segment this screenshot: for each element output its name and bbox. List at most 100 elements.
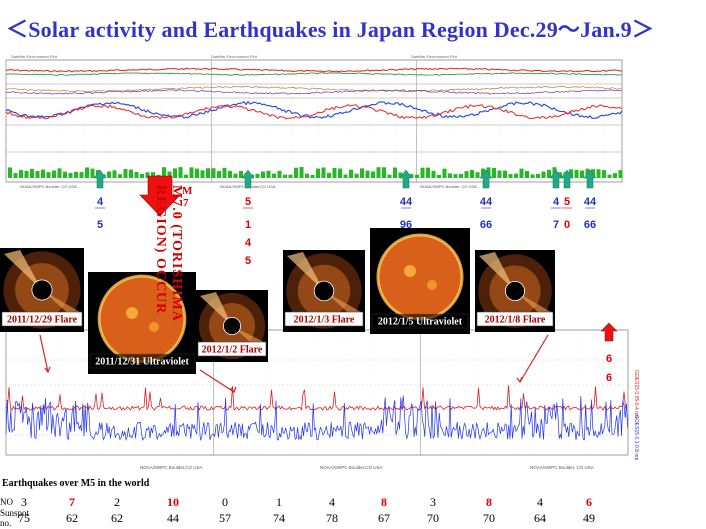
kp-bar bbox=[239, 170, 243, 178]
kp-bar bbox=[442, 168, 447, 178]
bottom-axis-left-label: GOES15 0.1-0.8 nm bbox=[633, 415, 639, 460]
kp-bar bbox=[409, 174, 414, 178]
kp-bar bbox=[107, 171, 111, 178]
kp-bar bbox=[497, 170, 502, 178]
xray-short-line bbox=[5, 395, 628, 441]
kp-bar bbox=[382, 167, 386, 178]
cme-streamer bbox=[287, 252, 324, 291]
sunspot-cell: 62 bbox=[111, 511, 123, 525]
eq-count-cell: 8 bbox=[486, 495, 492, 509]
event-lower-value: 66 bbox=[584, 219, 596, 231]
kp-bar bbox=[470, 170, 474, 178]
m7-label: M bbox=[182, 185, 193, 197]
kp-bar bbox=[288, 174, 293, 178]
top-panel-footer: NOAA/SWPC Boulder, CO USA bbox=[420, 184, 477, 189]
kp-bar bbox=[145, 172, 150, 178]
event-arrow-up bbox=[241, 169, 255, 189]
kp-bar bbox=[272, 173, 276, 178]
kp-bar bbox=[85, 167, 89, 178]
flare-pointer-head bbox=[516, 376, 523, 384]
bottom-axis-right-label: GOES15 0.05-0.4 nm bbox=[633, 370, 639, 418]
kp-bar bbox=[525, 170, 529, 178]
kp-bar bbox=[13, 173, 18, 178]
kp-bar bbox=[134, 171, 139, 178]
kp-bar bbox=[492, 168, 496, 178]
electron-flux-line bbox=[5, 67, 623, 73]
kp-bar bbox=[437, 174, 441, 178]
page-title: ＜Solar activity and Earthquakes in Japan… bbox=[6, 17, 655, 42]
kp-bar bbox=[24, 170, 29, 178]
occur-label: M7.0 (TORISHIMA REGION) OCCUR bbox=[153, 185, 184, 322]
kp-bar bbox=[332, 167, 337, 178]
row-label-sunspot: Sunspot no. bbox=[0, 508, 30, 528]
eq-count-cell: 0 bbox=[222, 495, 228, 509]
image-caption-box bbox=[284, 311, 364, 327]
event-arrow-up bbox=[560, 169, 574, 189]
image-caption: 2012/1/3 Flare bbox=[294, 315, 355, 326]
hp-red-line bbox=[5, 103, 623, 120]
occulting-disk bbox=[31, 279, 53, 301]
kp-bar bbox=[618, 170, 623, 178]
kp-bar bbox=[211, 168, 216, 178]
event-arrow-up bbox=[583, 169, 597, 189]
kp-bar bbox=[283, 174, 287, 178]
sun-disk bbox=[378, 235, 462, 319]
kp-bar bbox=[68, 173, 73, 178]
kp-bar bbox=[519, 168, 524, 178]
image-caption-box bbox=[197, 341, 267, 357]
kp-bar bbox=[151, 172, 155, 178]
event-arrow-up bbox=[93, 169, 107, 189]
sun-disk bbox=[99, 276, 185, 362]
kp-bar bbox=[574, 169, 579, 178]
flare-pointer-line bbox=[199, 369, 235, 393]
kp-bar bbox=[536, 173, 540, 178]
sunspot-cell: 70 bbox=[483, 511, 495, 525]
kp-bar bbox=[178, 167, 183, 178]
sun-active-region bbox=[126, 307, 138, 319]
kp-bar bbox=[426, 167, 430, 178]
kp-bar bbox=[453, 174, 458, 178]
eq-count-cell: 8 bbox=[381, 495, 387, 509]
event-arrow-up bbox=[479, 169, 493, 189]
event-lower-value: 0 bbox=[564, 219, 570, 231]
kp-bar bbox=[217, 171, 221, 178]
kp-bar bbox=[206, 168, 210, 178]
image-caption: 2012/1/5 Ultraviolet bbox=[378, 317, 463, 328]
event-upper-value: 44 bbox=[400, 196, 413, 208]
cme-streamer bbox=[200, 292, 232, 326]
kp-bar bbox=[541, 171, 546, 178]
event-upper-value: 5 bbox=[564, 196, 570, 208]
image-caption-box bbox=[89, 353, 195, 369]
kp-bar bbox=[63, 171, 67, 178]
kp-bar bbox=[354, 173, 359, 178]
eq-count-cell: 7 bbox=[69, 495, 75, 509]
image-caption-box bbox=[371, 313, 469, 329]
kp-bar bbox=[255, 173, 260, 178]
occulting-disk bbox=[222, 316, 242, 336]
sun-active-region bbox=[404, 265, 416, 277]
eq-count-cell: 6 bbox=[586, 495, 592, 509]
kp-bar bbox=[591, 169, 595, 178]
kp-bar bbox=[228, 170, 232, 178]
kp-bar bbox=[376, 167, 381, 178]
event-lower-value: 5 bbox=[245, 255, 251, 267]
kp-bar bbox=[184, 174, 188, 178]
kp-bar bbox=[580, 170, 584, 178]
kp-bar bbox=[431, 170, 436, 178]
kp-bar bbox=[415, 174, 419, 178]
kp-bar bbox=[90, 168, 95, 178]
top-panel-footer: NOAA/SWPC Boulder, CO USA bbox=[20, 184, 77, 189]
kp-bar bbox=[30, 168, 34, 178]
kp-bar bbox=[46, 172, 51, 178]
event-upper-value: 44 bbox=[584, 196, 597, 208]
kp-bar bbox=[266, 170, 271, 178]
event-upper-value: 4 bbox=[97, 196, 104, 208]
sunspot-cell: 74 bbox=[273, 511, 285, 525]
hp-blue-line bbox=[5, 100, 623, 119]
kp-bar bbox=[294, 167, 298, 178]
kp-bar bbox=[277, 170, 282, 178]
event-lower-value: 4 bbox=[245, 237, 252, 249]
kp-bar bbox=[200, 170, 205, 178]
kp-bar bbox=[398, 172, 403, 178]
